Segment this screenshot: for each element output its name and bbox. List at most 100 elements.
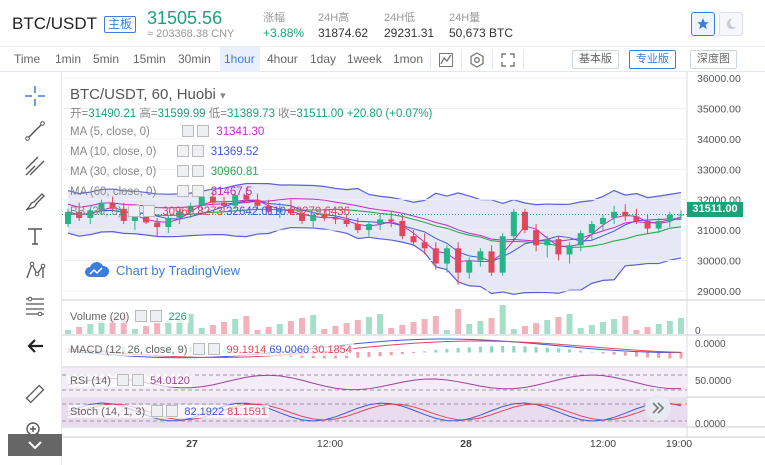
crosshair-tool[interactable]	[19, 82, 51, 110]
scroll-to-realtime-button[interactable]	[645, 395, 671, 421]
macd-histogram-bar	[434, 350, 438, 353]
macd-legend[interactable]: MACD (12, 26, close, 9) 99.1914 69.0060 …	[68, 343, 354, 356]
volume-bar	[488, 318, 495, 334]
cny-price: ≈ 203368.38 CNY	[147, 28, 235, 40]
fib-retracement-tool[interactable]	[19, 292, 51, 320]
timeframe-1day[interactable]: 1day	[310, 52, 337, 66]
volume-bar	[310, 315, 317, 334]
stoch-label: Stoch (14, 1, 3)	[70, 406, 146, 418]
timeframe-1min[interactable]: 1min	[55, 52, 82, 66]
close-mini-icon[interactable]	[142, 205, 155, 217]
timeframe-1week[interactable]: 1week	[347, 52, 382, 66]
depth-chart-button[interactable]: 深度图	[690, 50, 737, 69]
settings-mini-icon[interactable]	[176, 185, 189, 197]
timeframe-1mon[interactable]: 1mon	[393, 52, 424, 66]
measure-tool[interactable]	[19, 380, 51, 408]
timeframe-30min[interactable]: 30min	[178, 52, 211, 66]
volume-bar	[611, 319, 618, 334]
candle-body	[299, 213, 306, 221]
symbol-legend[interactable]: BTC/USDT, 60, Huobi ▾	[70, 86, 226, 103]
open-value: 31490.21	[88, 108, 137, 120]
brush-tool[interactable]	[19, 187, 51, 215]
chart-area[interactable]: 36000.00 35000.00 34000.00 33000.00 32000.00…	[62, 72, 765, 465]
volume-bar	[209, 325, 216, 334]
volume-bar	[76, 327, 83, 334]
close-mini-icon[interactable]	[191, 145, 204, 157]
settings-mini-icon[interactable]	[135, 310, 148, 322]
settings-mini-icon[interactable]	[117, 374, 130, 386]
settings-mini-icon[interactable]	[127, 205, 140, 217]
double-chevron-right-icon	[652, 402, 665, 414]
timeframe-time[interactable]: Time	[14, 52, 41, 66]
volume-bar	[221, 322, 228, 334]
volume-legend[interactable]: Volume (20) 226	[68, 310, 189, 323]
ma5-legend[interactable]: MA (5, close, 0) 31341.30	[70, 125, 264, 138]
hide-toolbar-button[interactable]	[19, 332, 51, 360]
bb-legend[interactable]: BB (30, 3) 30960.8273 32642.0110 29279.6…	[70, 205, 350, 218]
candle-body	[232, 195, 239, 206]
volume-bar	[187, 314, 194, 334]
timeframe-5min[interactable]: 5min	[93, 52, 120, 66]
pair-title[interactable]: BTC/USDT	[12, 14, 97, 33]
timeframe-15min[interactable]: 15min	[133, 52, 166, 66]
close-mini-icon[interactable]	[191, 165, 204, 177]
time-axis-label: 28	[460, 438, 472, 450]
volume-bar	[321, 329, 328, 334]
timeframe-1hour[interactable]: 1hour	[224, 52, 255, 66]
brush-icon	[25, 193, 45, 211]
volume-bar	[455, 309, 462, 334]
rsi-axis-label: 50.0000	[695, 376, 732, 387]
macd-histogram-bar	[490, 346, 494, 353]
tradingview-watermark[interactable]: Chart by TradingView	[84, 262, 240, 278]
trend-line-tool[interactable]	[19, 117, 51, 145]
version-pro-button[interactable]: 专业版	[629, 50, 676, 69]
macd-hist-value: 99.1914	[226, 344, 267, 356]
volume-bar	[354, 320, 361, 334]
version-basic-button[interactable]: 基本版	[572, 50, 619, 69]
macd-histogram-bar	[456, 348, 460, 353]
pattern-tool[interactable]	[19, 257, 51, 285]
favorite-button[interactable]	[691, 12, 715, 36]
parallel-channel-tool[interactable]	[19, 152, 51, 180]
settings-mini-icon[interactable]	[176, 165, 189, 177]
macd-histogram-bar	[646, 352, 650, 358]
ma30-line	[67, 208, 682, 248]
close-mini-icon[interactable]	[150, 310, 163, 322]
last-price-tag: 31511.00	[687, 202, 743, 217]
toolbar-divider	[523, 50, 524, 69]
macd-histogram-bar	[412, 352, 416, 353]
timeframe-4hour[interactable]: 4hour	[267, 52, 298, 66]
volume-bar	[399, 325, 406, 334]
close-mini-icon[interactable]	[166, 405, 179, 417]
settings-button[interactable]	[466, 49, 488, 71]
settings-mini-icon[interactable]	[193, 343, 206, 355]
rsi-legend[interactable]: RSI (14) 54.0120	[68, 374, 192, 387]
close-mini-icon[interactable]	[197, 125, 210, 137]
close-mini-icon[interactable]	[191, 185, 204, 197]
theme-toggle-button[interactable]	[719, 12, 743, 36]
candle-body	[499, 236, 506, 273]
close-mini-icon[interactable]	[132, 374, 145, 386]
time-axis-label: 12:00	[590, 438, 616, 450]
candle-body	[510, 211, 517, 237]
settings-mini-icon[interactable]	[176, 145, 189, 157]
candle-body	[633, 216, 640, 221]
indicator-button[interactable]	[435, 49, 457, 71]
volume-bar	[477, 321, 484, 334]
fullscreen-button[interactable]	[497, 49, 519, 71]
text-tool[interactable]	[19, 222, 51, 250]
volume-bar	[410, 322, 417, 334]
ma10-legend[interactable]: MA (10, close, 0) 31369.52	[70, 145, 259, 158]
stoch-legend[interactable]: Stoch (14, 1, 3) 82.1922 81.1591	[68, 405, 269, 418]
toolbar-collapse-button[interactable]	[8, 434, 62, 456]
bb-basis-value: 30960.8273	[162, 206, 223, 218]
settings-mini-icon[interactable]	[182, 125, 195, 137]
settings-mini-icon[interactable]	[151, 405, 164, 417]
ma60-legend[interactable]: MA (60, close, 0) 31467.5	[70, 185, 252, 198]
parallel-channel-icon	[25, 156, 45, 176]
volume-bar	[343, 323, 350, 334]
candle-body	[87, 210, 94, 218]
close-mini-icon[interactable]	[208, 343, 221, 355]
ma30-legend[interactable]: MA (30, close, 0) 30960.81	[70, 165, 259, 178]
volume-value: 226	[168, 311, 187, 323]
